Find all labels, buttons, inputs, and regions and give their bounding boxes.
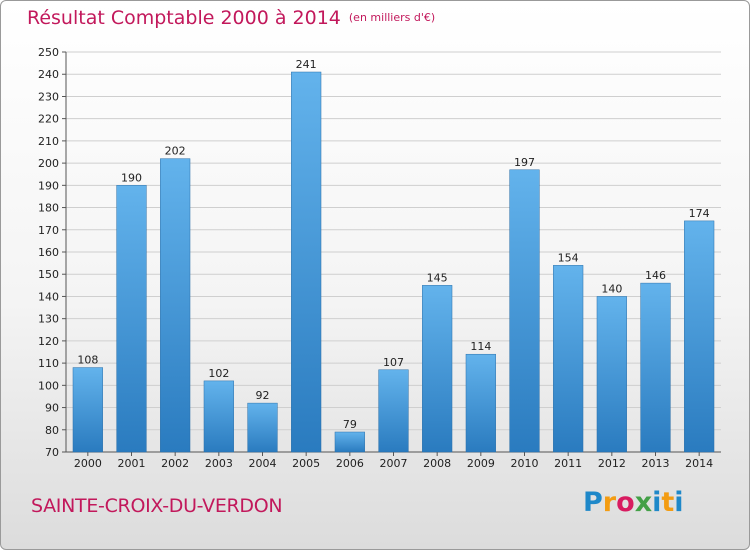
- value-label-2004: 92: [256, 389, 270, 402]
- bar-2002: [160, 158, 191, 453]
- chart-subtitle: (en milliers d'€): [348, 11, 436, 24]
- bar-2010: [509, 169, 540, 453]
- y-tick-label: 150: [38, 268, 59, 281]
- logo-letter: r: [602, 487, 617, 518]
- bar-2006: [334, 431, 365, 453]
- bar-2001: [116, 185, 147, 453]
- value-label-2009: 114: [470, 340, 491, 353]
- logo-letter: i: [652, 487, 662, 518]
- bar-2003: [203, 380, 234, 453]
- y-tick-label: 200: [38, 157, 59, 170]
- x-tick-label-2007: 2007: [380, 457, 408, 470]
- bar-2014: [684, 220, 715, 453]
- x-tick-label-2002: 2002: [161, 457, 189, 470]
- value-label-2010: 197: [514, 156, 535, 169]
- y-tick-label: 70: [45, 446, 59, 459]
- chart-title: Résultat Comptable 2000 à 2014 (en millie…: [27, 7, 435, 29]
- y-tick-label: 240: [38, 68, 59, 81]
- bar-2011: [553, 265, 584, 453]
- x-tick-label-2014: 2014: [685, 457, 713, 470]
- x-tick-label-2011: 2011: [554, 457, 582, 470]
- y-tick-label: 80: [45, 424, 59, 437]
- x-tick-label-2012: 2012: [598, 457, 626, 470]
- y-tick-label: 110: [38, 357, 59, 370]
- y-tick-label: 220: [38, 113, 59, 126]
- bar-2004: [247, 402, 278, 453]
- x-tick-label-2006: 2006: [336, 457, 364, 470]
- y-tick-label: 90: [45, 402, 59, 415]
- logo-letter: x: [634, 487, 653, 518]
- y-tick-label: 230: [38, 90, 59, 103]
- y-tick-label: 170: [38, 224, 59, 237]
- x-tick-label-2001: 2001: [118, 457, 146, 470]
- value-label-2000: 108: [77, 354, 98, 367]
- x-tick-label-2009: 2009: [467, 457, 495, 470]
- x-tick-label-2010: 2010: [511, 457, 539, 470]
- value-label-2002: 202: [165, 145, 186, 158]
- value-label-2011: 154: [558, 251, 579, 264]
- value-label-2005: 241: [296, 58, 317, 71]
- x-tick-label-2013: 2013: [642, 457, 670, 470]
- value-label-2013: 146: [645, 269, 666, 282]
- value-label-2006: 79: [343, 418, 357, 431]
- proxiti-logo: Proxiti: [583, 487, 684, 518]
- bar-2000: [72, 367, 103, 453]
- x-tick-label-2004: 2004: [249, 457, 277, 470]
- value-label-2001: 190: [121, 171, 142, 184]
- bar-2005: [291, 71, 322, 453]
- y-tick-label: 100: [38, 379, 59, 392]
- value-label-2014: 174: [689, 207, 710, 220]
- logo-letter: i: [674, 487, 684, 518]
- value-label-2007: 107: [383, 356, 404, 369]
- bar-2007: [378, 369, 409, 453]
- y-tick-label: 210: [38, 135, 59, 148]
- x-tick-label-2008: 2008: [423, 457, 451, 470]
- bar-2008: [422, 285, 453, 453]
- logo-letter: P: [583, 487, 603, 518]
- logo-letter: t: [661, 487, 675, 518]
- y-tick-label: 160: [38, 246, 59, 259]
- value-label-2008: 145: [427, 271, 448, 284]
- x-tick-label-2003: 2003: [205, 457, 233, 470]
- y-tick-label: 250: [38, 46, 59, 59]
- y-tick-label: 130: [38, 313, 59, 326]
- value-label-2012: 140: [601, 282, 622, 295]
- x-tick-label-2000: 2000: [74, 457, 102, 470]
- commune-name: SAINTE-CROIX-DU-VERDON: [31, 495, 283, 517]
- bars: [72, 71, 715, 453]
- y-tick-label: 140: [38, 290, 59, 303]
- bar-2012: [596, 296, 627, 453]
- y-tick-label: 180: [38, 202, 59, 215]
- y-tick-label: 190: [38, 179, 59, 192]
- labels: 7080901001101201301401501601701801902002…: [38, 46, 713, 470]
- value-label-2003: 102: [208, 367, 229, 380]
- y-tick-label: 120: [38, 335, 59, 348]
- logo-letter: o: [616, 487, 635, 518]
- bar-2009: [465, 353, 496, 453]
- bar-2013: [640, 282, 671, 453]
- chart-title-text: Résultat Comptable 2000 à 2014: [27, 7, 341, 29]
- x-tick-label-2005: 2005: [292, 457, 320, 470]
